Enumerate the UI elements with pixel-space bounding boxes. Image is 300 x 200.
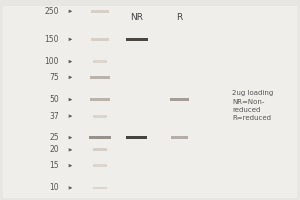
Text: 25: 25: [49, 133, 59, 142]
Bar: [93, 164, 107, 167]
Bar: [93, 148, 107, 151]
Bar: [91, 10, 109, 13]
Bar: [93, 60, 107, 63]
Bar: [126, 38, 148, 41]
Text: 75: 75: [49, 73, 59, 82]
Text: NR: NR: [130, 13, 143, 22]
Bar: [170, 98, 189, 101]
Text: 10: 10: [49, 183, 59, 192]
Bar: [89, 136, 111, 139]
Text: 150: 150: [44, 35, 59, 44]
Bar: [91, 76, 110, 79]
Bar: [171, 136, 188, 139]
Text: 37: 37: [49, 112, 59, 121]
Bar: [127, 136, 147, 139]
Bar: [91, 98, 110, 101]
Text: 20: 20: [49, 145, 59, 154]
Text: 250: 250: [44, 7, 59, 16]
Text: 15: 15: [49, 161, 59, 170]
Text: R: R: [176, 13, 182, 22]
Text: 50: 50: [49, 95, 59, 104]
Text: 2ug loading
NR=Non-
reduced
R=reduced: 2ug loading NR=Non- reduced R=reduced: [232, 90, 274, 121]
Bar: [91, 38, 109, 41]
Text: 100: 100: [44, 57, 59, 66]
Bar: [93, 187, 107, 189]
Bar: [93, 115, 107, 118]
